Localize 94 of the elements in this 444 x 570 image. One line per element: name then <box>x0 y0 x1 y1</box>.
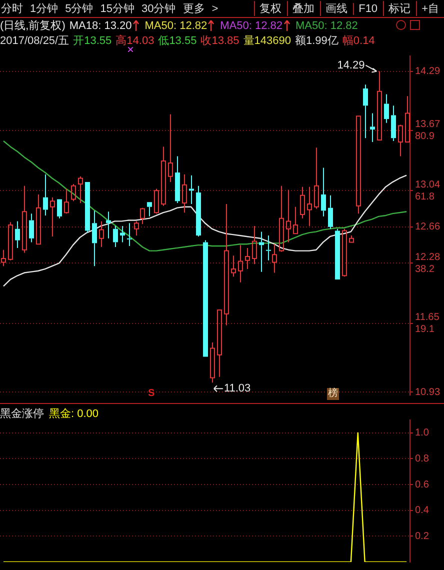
text: 复权 <box>254 1 287 16</box>
y-tick-label: 11.65 19.1 <box>415 312 440 336</box>
candlestick <box>50 196 55 237</box>
candlestick <box>64 188 69 214</box>
text: 30分钟 <box>142 2 176 16</box>
candlestick <box>224 204 229 326</box>
y-tick-label: 13.04 61.8 <box>415 179 440 202</box>
candlestick <box>43 174 48 216</box>
text: MA50: 12.82 <box>296 20 358 32</box>
candlestick <box>370 112 375 142</box>
annotation: S <box>148 388 155 399</box>
candlestick <box>384 94 389 124</box>
candlestick <box>99 220 104 248</box>
candlestick <box>293 206 298 234</box>
y-tick-label: 0.4 <box>415 505 430 516</box>
text: 标记 <box>382 1 416 16</box>
text: MA18: 13.20 <box>69 20 133 32</box>
candlestick <box>398 124 403 157</box>
candlestick <box>279 185 284 252</box>
candlestick <box>161 146 166 206</box>
text: 叠加 <box>286 1 320 16</box>
y-tick-label: 13.67 80.9 <box>415 119 440 142</box>
text: 低13.55 <box>158 34 197 48</box>
candlestick <box>196 185 201 237</box>
y-tick-label: 12.28 38.2 <box>415 252 440 275</box>
text: F10 <box>352 2 383 14</box>
candlestick <box>1 249 6 267</box>
text: 分时 <box>1 2 23 16</box>
candlestick <box>147 202 152 217</box>
candlestick <box>127 222 132 247</box>
candlestick <box>189 174 194 205</box>
text: 2017/08/25/五 <box>0 34 70 48</box>
candlestick <box>36 194 41 245</box>
candlestick <box>300 186 305 219</box>
text: 15分钟 <box>100 2 134 16</box>
y-tick-label: 12.66 <box>415 222 440 233</box>
candlestick <box>363 84 368 139</box>
text: MA50: 12.82 <box>220 20 284 32</box>
text: 额1.99亿 <box>294 34 338 48</box>
candlestick <box>286 189 291 243</box>
y-tick-label: 1.0 <box>415 428 430 439</box>
candlestick <box>377 70 382 141</box>
candlestick <box>245 247 250 270</box>
text: > <box>212 2 218 14</box>
text: 5分钟 <box>65 2 94 16</box>
candlestick <box>15 220 20 248</box>
candlestick <box>314 147 319 210</box>
text: 开13.55 <box>73 34 112 48</box>
annotation: 榜 <box>327 388 339 400</box>
candlestick <box>106 211 111 239</box>
candlestick <box>113 225 118 248</box>
y-tick-label: 10.93 <box>415 386 440 398</box>
candlestick <box>22 185 27 254</box>
candlestick <box>238 244 243 283</box>
text: +自 <box>416 1 444 16</box>
y-tick-label: 0.6 <box>415 479 430 490</box>
y-tick-label: 0.2 <box>415 530 430 542</box>
candlestick <box>266 235 271 261</box>
candlestick <box>29 213 34 243</box>
candlestick <box>217 310 222 378</box>
chart-title: (日线,前复权) <box>0 19 66 33</box>
chart-title: 黑金涨停 <box>0 407 44 421</box>
candlestick <box>92 210 97 267</box>
candlestick <box>391 105 396 142</box>
text: MA50: 12.82 <box>144 20 208 32</box>
candlestick <box>120 225 125 243</box>
y-tick-label: 14.29 <box>415 66 440 78</box>
candlestick <box>349 235 354 243</box>
text: 1分钟 <box>30 2 58 16</box>
candlestick <box>210 342 215 384</box>
candlestick <box>307 186 312 226</box>
candlestick <box>78 176 83 204</box>
text: 收13.85 <box>200 34 240 48</box>
candlestick <box>252 225 257 265</box>
candlestick <box>175 156 180 204</box>
text: 更多 <box>182 2 205 16</box>
candlestick <box>259 231 264 272</box>
candlestick <box>356 116 361 214</box>
text: 黑金: 0.00 <box>49 407 99 421</box>
candlestick <box>231 255 236 278</box>
candlestick <box>321 167 326 217</box>
candlestick <box>57 199 62 219</box>
text: 高14.03 <box>116 34 154 48</box>
text: 量143690 <box>243 34 291 48</box>
text: 画线 <box>320 1 353 16</box>
candlestick <box>335 228 340 280</box>
annotation: 11.03 <box>224 382 251 395</box>
candlestick <box>168 114 173 183</box>
annotation: 14.29 <box>337 59 365 72</box>
candlestick <box>328 194 333 230</box>
candlestick <box>272 244 277 274</box>
y-tick-label: 0.8 <box>415 453 430 464</box>
text: 幅0.14 <box>342 34 375 48</box>
candlestick <box>182 174 187 214</box>
